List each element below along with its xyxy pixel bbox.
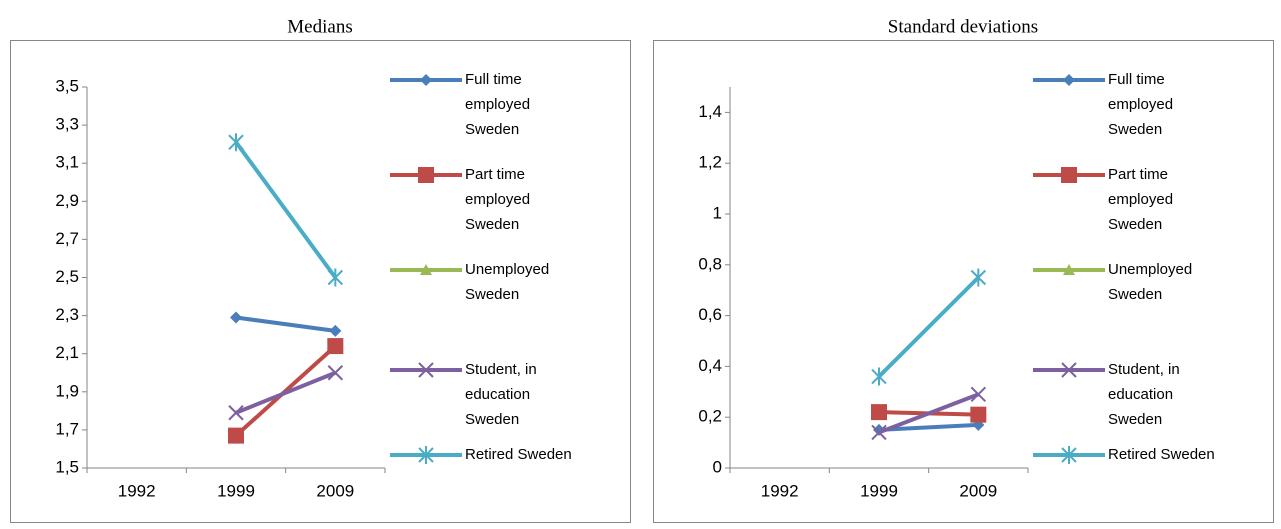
- marker: [871, 404, 887, 421]
- marker: [1061, 362, 1077, 378]
- y-tick-label: 0,8: [698, 254, 722, 273]
- chart-frame: [653, 40, 1274, 523]
- legend-label: Unemployed Sweden: [1108, 261, 1196, 303]
- legend-label: Student, in education Sweden: [1108, 361, 1184, 428]
- x-tick-label: 1999: [860, 481, 898, 500]
- y-tick-label: 2,1: [55, 343, 79, 362]
- marker: [1063, 264, 1075, 275]
- marker: [327, 268, 344, 287]
- y-tick-label: 0,2: [698, 407, 722, 426]
- x-tick-label: 2009: [316, 481, 354, 500]
- y-tick-label: 3,5: [55, 76, 79, 95]
- y-tick-label: 2,9: [55, 191, 79, 210]
- marker: [871, 424, 887, 441]
- y-tick-label: 0,4: [698, 356, 722, 375]
- x-tick-label: 1992: [118, 481, 156, 500]
- y-tick-label: 1,5: [55, 457, 79, 476]
- legend-label: Unemployed Sweden: [465, 261, 553, 303]
- marker: [420, 264, 432, 275]
- legend-label: Student, in education Sweden: [465, 361, 541, 428]
- marker: [329, 324, 342, 337]
- legend-label: Retired Sweden: [465, 446, 572, 463]
- series-line: [878, 422, 979, 432]
- chart-title: Medians: [287, 16, 352, 37]
- chart-title: Standard deviations: [888, 16, 1038, 37]
- y-tick-label: 0,6: [698, 305, 722, 324]
- series-line: [877, 276, 980, 378]
- marker: [420, 74, 432, 86]
- x-tick-label: 1992: [761, 481, 799, 500]
- y-tick-label: 1,2: [698, 153, 722, 172]
- series-line: [878, 392, 980, 435]
- marker: [327, 365, 344, 381]
- y-tick-label: 2,5: [55, 267, 79, 286]
- marker: [871, 367, 887, 386]
- x-tick-label: 1999: [217, 481, 255, 500]
- legend-label: Full time employed Sweden: [1108, 71, 1177, 138]
- series-line: [235, 370, 337, 415]
- y-tick-label: 2,3: [55, 305, 79, 324]
- y-tick-label: 1: [713, 203, 722, 222]
- marker: [228, 133, 244, 152]
- marker: [230, 311, 242, 324]
- y-tick-label: 3,1: [55, 153, 79, 172]
- marker: [327, 338, 344, 355]
- chart-frame: [10, 40, 631, 523]
- y-tick-label: 1,9: [55, 381, 79, 400]
- y-tick-label: 3,3: [55, 115, 79, 134]
- legend-label: Part time employed Sweden: [465, 166, 534, 233]
- marker: [228, 427, 244, 444]
- series-line: [234, 141, 337, 279]
- series-line: [235, 315, 336, 333]
- marker: [970, 386, 987, 403]
- marker: [418, 167, 434, 183]
- marker: [970, 268, 987, 287]
- marker: [970, 406, 987, 423]
- marker: [418, 446, 434, 464]
- x-tick-label: 2009: [959, 481, 997, 500]
- legend-label: Retired Sweden: [1108, 446, 1215, 463]
- marker: [1063, 74, 1075, 86]
- marker: [1061, 446, 1077, 464]
- y-tick-label: 1,4: [698, 102, 722, 121]
- legend-label: Full time employed Sweden: [465, 71, 534, 138]
- y-tick-label: 0: [713, 457, 722, 476]
- marker: [1061, 167, 1077, 183]
- legend-label: Part time employed Sweden: [1108, 166, 1177, 233]
- y-tick-label: 1,7: [55, 419, 79, 438]
- marker: [418, 362, 434, 378]
- marker: [228, 405, 244, 421]
- y-tick-label: 2,7: [55, 229, 79, 248]
